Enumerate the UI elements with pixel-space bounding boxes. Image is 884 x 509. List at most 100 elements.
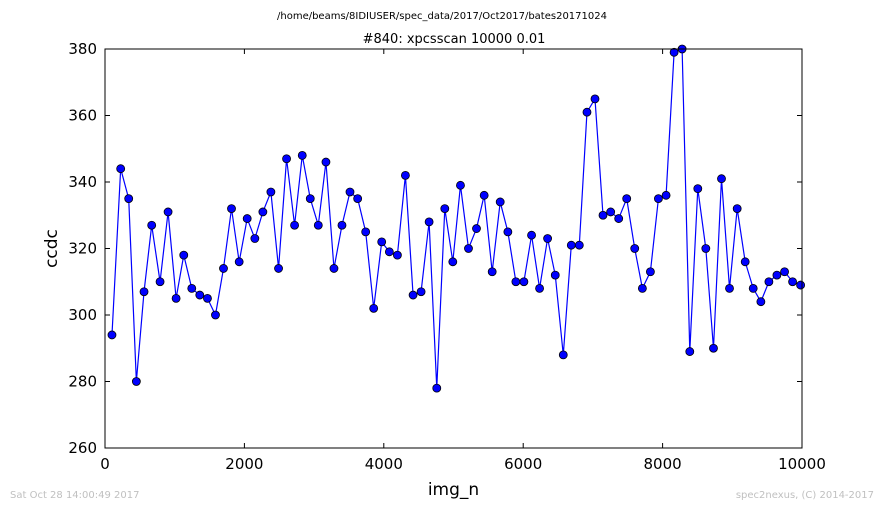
- data-point: [479, 190, 489, 200]
- data-point: [258, 207, 268, 217]
- x-tick-label: 8000: [644, 455, 682, 473]
- data-point: [179, 250, 189, 260]
- data-point: [424, 217, 434, 227]
- data-point: [408, 290, 418, 300]
- x-tick-label: 0: [100, 455, 110, 473]
- data-point: [392, 250, 402, 260]
- data-point: [740, 257, 750, 267]
- data-point: [337, 220, 347, 230]
- data-point: [558, 350, 568, 360]
- y-tick-label: 380: [68, 40, 97, 58]
- data-point: [788, 277, 797, 287]
- data-point: [693, 184, 703, 194]
- data-point: [574, 240, 584, 250]
- data-point: [155, 277, 165, 287]
- y-tick-label: 260: [68, 439, 97, 457]
- y-tick-label: 300: [68, 306, 97, 324]
- data-point: [725, 283, 734, 293]
- y-tick-label: 320: [68, 240, 97, 258]
- x-tick-label: 6000: [504, 455, 542, 473]
- data-point: [472, 224, 481, 233]
- data-point: [432, 383, 442, 393]
- x-tick-label: 10000: [778, 455, 826, 473]
- data-point: [622, 194, 632, 204]
- data-point: [511, 277, 521, 287]
- data-point: [227, 204, 236, 214]
- data-point: [487, 267, 497, 277]
- data-point: [764, 277, 774, 287]
- data-point: [527, 230, 536, 240]
- data-point: [313, 220, 323, 230]
- data-point: [416, 287, 426, 297]
- data-point: [124, 194, 134, 204]
- data-point: [116, 164, 126, 174]
- data-point: [654, 194, 663, 204]
- data-point: [139, 287, 149, 297]
- series-line: [111, 48, 801, 389]
- plot-area: 0 2000 4000 6000 8000 10000 260 280 300 320 340 360…: [68, 40, 826, 473]
- y-axis-label: ccdc: [42, 229, 62, 268]
- ticks-layer: 0 2000 4000 6000 8000 10000 260 280 300 320 340 360…: [68, 40, 826, 473]
- footer-timestamp: Sat Oct 28 14:00:49 2017: [10, 490, 140, 501]
- data-point: [717, 174, 726, 184]
- data-point: [535, 283, 544, 293]
- data-point: [566, 240, 576, 250]
- data-point: [519, 277, 529, 287]
- data-point: [550, 270, 560, 280]
- data-point: [669, 47, 679, 57]
- data-point: [219, 264, 228, 273]
- data-point: [582, 107, 592, 117]
- data-point: [646, 267, 655, 277]
- y-tick-label: 360: [68, 107, 97, 125]
- data-point: [440, 204, 450, 214]
- x-tick-label: 2000: [225, 455, 263, 473]
- series-layer: [107, 44, 806, 393]
- data-point: [107, 330, 117, 340]
- data-point: [685, 347, 695, 356]
- data-point: [748, 283, 758, 293]
- data-point: [345, 187, 355, 197]
- data-point: [401, 170, 410, 180]
- footer-credit: spec2nexus, (C) 2014-2017: [736, 490, 874, 501]
- data-point: [377, 237, 387, 247]
- plot-frame: [104, 48, 803, 449]
- y-tick-label: 280: [68, 373, 97, 391]
- data-point: [756, 297, 766, 307]
- data-point: [503, 227, 513, 237]
- data-point: [464, 244, 473, 253]
- data-point: [606, 207, 616, 217]
- data-point: [297, 150, 307, 160]
- data-point: [321, 157, 331, 167]
- data-point: [598, 210, 608, 220]
- figure-suptitle: /home/beams/8IDIUSER/spec_data/2017/Oct2…: [277, 11, 607, 22]
- data-point: [796, 280, 806, 290]
- data-point: [353, 194, 363, 204]
- data-point: [211, 310, 220, 320]
- data-point: [250, 234, 260, 243]
- data-point: [234, 257, 244, 267]
- x-tick-label: 4000: [365, 455, 403, 473]
- data-point: [369, 303, 379, 313]
- data-point: [274, 264, 283, 273]
- data-point: [637, 283, 647, 293]
- data-point: [266, 187, 276, 197]
- data-point: [187, 283, 197, 293]
- data-point: [147, 220, 157, 230]
- data-point: [701, 244, 711, 253]
- data-point: [661, 190, 671, 200]
- data-point: [131, 377, 141, 386]
- data-point: [495, 197, 505, 207]
- data-point: [456, 180, 465, 190]
- x-axis-label: img_n: [428, 480, 479, 500]
- data-point: [163, 207, 173, 217]
- data-point: [195, 290, 205, 300]
- data-point: [171, 293, 181, 303]
- data-point: [242, 214, 252, 223]
- data-point: [543, 234, 552, 243]
- data-point: [384, 247, 394, 257]
- data-point: [772, 270, 782, 280]
- data-point: [709, 343, 718, 353]
- chart-title: #840: xpcsscan 10000 0.01: [363, 32, 546, 47]
- data-point: [614, 214, 624, 223]
